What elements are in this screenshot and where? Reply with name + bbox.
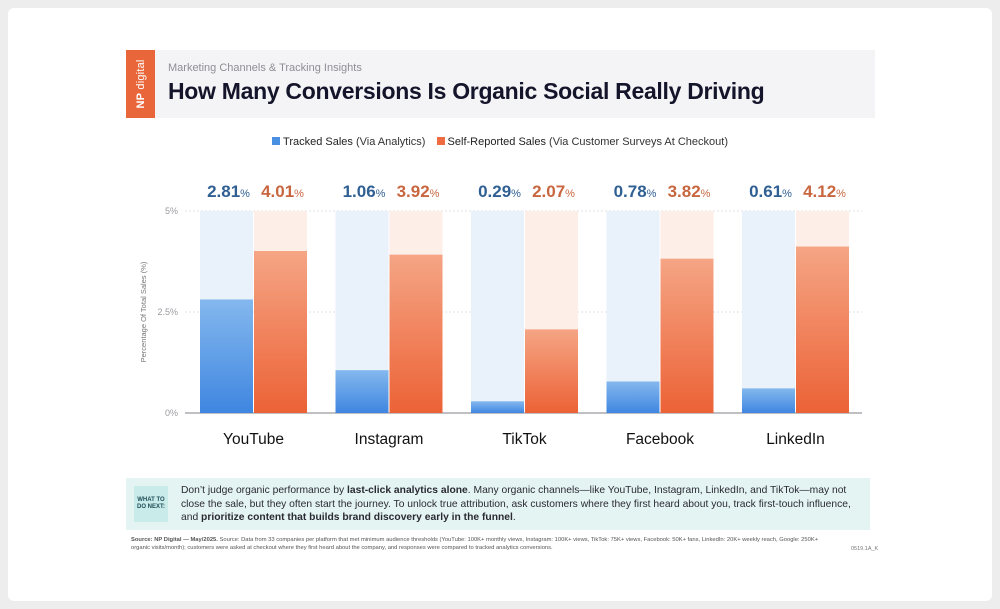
category-label: YouTube (223, 431, 284, 448)
bar-self-reported (796, 246, 849, 413)
y-tick-label: 2.5% (157, 307, 178, 317)
category-label: Instagram (355, 431, 424, 448)
bar-tracked (200, 299, 253, 413)
figure-code: 0519.1A_K (851, 546, 879, 552)
data-label: 1.06% (343, 182, 386, 201)
data-label: 4.01% (261, 182, 304, 201)
bar-self-reported (660, 258, 714, 413)
legend-swatch-self-reported (436, 137, 445, 145)
callout-tag: WHAT TO DO NEXT: (134, 486, 168, 522)
callout-text: Don’t judge organic performance by last-… (181, 485, 851, 523)
chart-legend: Tracked Sales (Via Analytics) Self-Repor… (0, 136, 1000, 148)
data-label: 3.82% (668, 182, 711, 201)
what-to-do-next-callout: WHAT TO DO NEXT: Don’t judge organic perf… (126, 478, 870, 530)
category-label: LinkedIn (766, 431, 825, 448)
page-title: How Many Conversions Is Organic Social R… (168, 78, 765, 104)
category-label: TikTok (502, 431, 546, 448)
page-subtitle: Marketing Channels & Tracking Insights (168, 62, 362, 74)
data-label: 0.61% (749, 182, 792, 201)
data-label: 0.78% (614, 182, 657, 201)
data-label: 2.81% (207, 182, 250, 201)
bar-self-reported (389, 254, 443, 413)
bar-track (742, 211, 795, 413)
brand-logo: NP digital (126, 50, 155, 118)
data-label: 0.29% (478, 182, 521, 201)
category-label: Facebook (626, 431, 694, 448)
bar-chart: 0% 2.5% 5% Percentage Of Total Sales (%) 2.… (139, 182, 862, 448)
legend-item-tracked: Tracked Sales (Via Analytics) (272, 136, 425, 148)
y-tick-label: 5% (165, 206, 178, 216)
bar-tracked (742, 388, 795, 413)
y-axis-title: Percentage Of Total Sales (%) (139, 261, 148, 362)
source-note: Source: NP Digital — May/2025. Source: D… (131, 537, 819, 551)
y-tick-label: 0% (165, 408, 178, 418)
bar-self-reported (525, 329, 578, 413)
bar-tracked (335, 370, 389, 413)
legend-swatch-tracked (272, 137, 281, 145)
bar-track (606, 211, 660, 413)
data-label: 2.07% (532, 182, 575, 201)
data-label: 4.12% (803, 182, 846, 201)
header-panel (126, 50, 875, 118)
bar-tracked (606, 381, 660, 413)
bar-self-reported (254, 250, 307, 413)
legend-item-self-reported: Self-Reported Sales (Via Customer Survey… (436, 136, 728, 148)
data-label: 3.92% (397, 182, 440, 201)
bar-tracked (471, 401, 524, 413)
bar-track (471, 211, 524, 413)
